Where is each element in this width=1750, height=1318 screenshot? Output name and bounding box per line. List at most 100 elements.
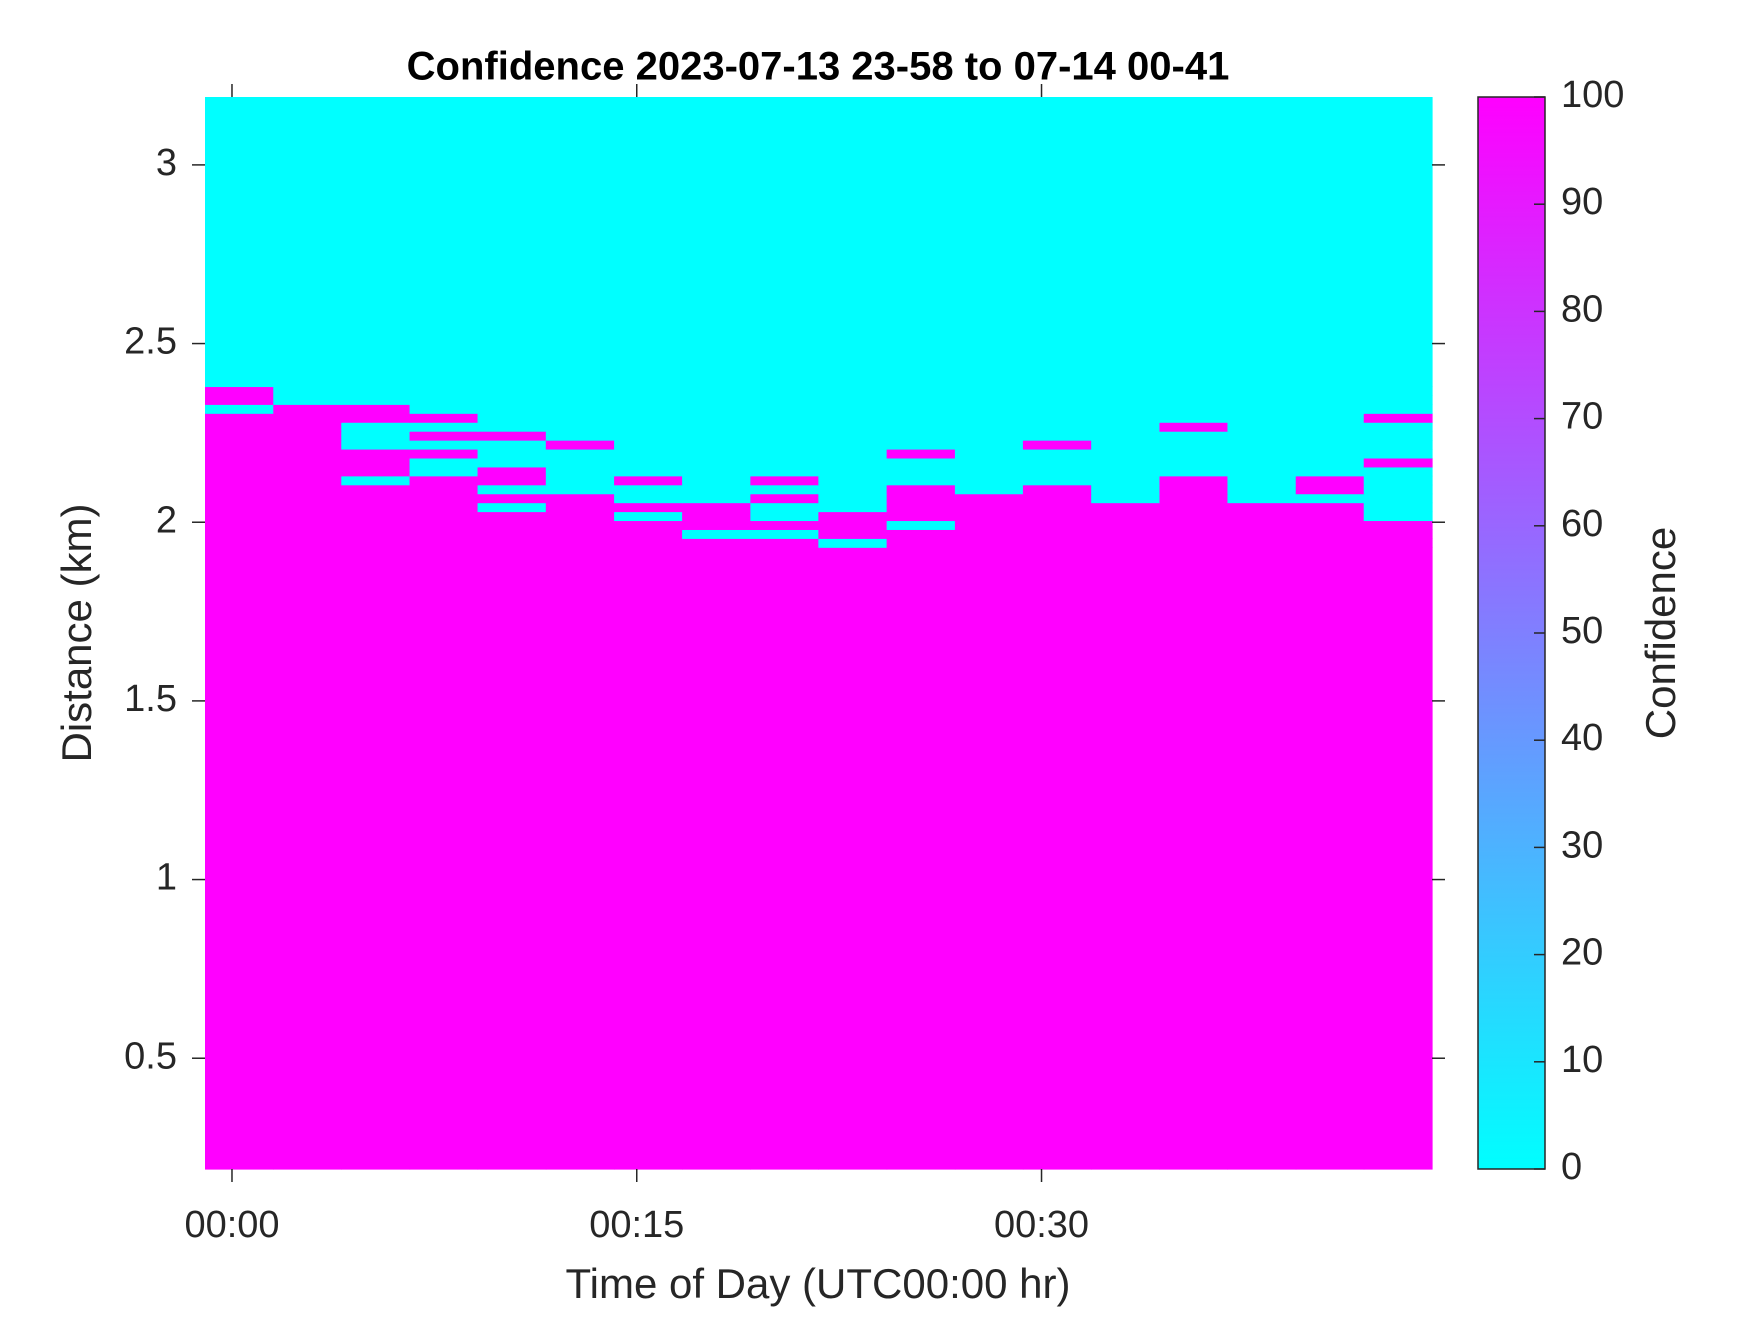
heatmap-cell [1227, 413, 1297, 423]
heatmap-cell [614, 466, 683, 477]
heatmap-cell [1091, 538, 1161, 548]
colorbar-tick-label: 100 [1561, 74, 1624, 116]
heatmap-cell [341, 493, 411, 504]
heatmap-cell [614, 493, 683, 504]
heatmap-cell [682, 457, 751, 468]
heatmap-cell [614, 395, 683, 405]
heatmap-cell [614, 97, 683, 388]
heatmap-cell [545, 97, 615, 388]
heatmap-cell [477, 502, 547, 513]
heatmap-cell [1227, 97, 1297, 388]
heatmap-cell [1295, 422, 1365, 432]
heatmap-cell [1091, 547, 1161, 1170]
heatmap-cell [1363, 538, 1433, 548]
heatmap-cell [341, 448, 411, 459]
heatmap-cell [954, 413, 1024, 423]
heatmap-cell [954, 520, 1024, 530]
heatmap-cell [273, 475, 342, 486]
heatmap-cell [1159, 511, 1229, 522]
heatmap-cell [545, 431, 615, 441]
heatmap-cell [409, 484, 479, 495]
heatmap-cell [1159, 395, 1229, 405]
heatmap-cell [886, 457, 956, 468]
heatmap-cell [1159, 529, 1229, 539]
heatmap-cell [1091, 413, 1161, 423]
heatmap-cell [750, 448, 819, 459]
heatmap-cell [409, 529, 479, 539]
heatmap-cell [1363, 448, 1433, 459]
heatmap-cell [545, 457, 615, 468]
heatmap-cell [818, 547, 888, 1170]
heatmap-cell [1022, 422, 1092, 432]
heatmap-cell [750, 511, 819, 522]
heatmap-cell [273, 386, 342, 396]
heatmap-cell [1363, 511, 1433, 522]
heatmap-cell [545, 538, 615, 548]
heatmap-cell [614, 502, 683, 513]
heatmap-cell [545, 395, 615, 405]
heatmap-cell [409, 493, 479, 504]
heatmap-cell [477, 386, 547, 396]
heatmap-cell [886, 422, 956, 432]
heatmap-cell [1159, 404, 1229, 414]
heatmap-cell [614, 404, 683, 414]
heatmap-cell [886, 97, 956, 388]
heatmap-cell [954, 511, 1024, 522]
heatmap-cell [954, 493, 1024, 504]
heatmap-cell [818, 413, 888, 423]
heatmap-cell [1363, 502, 1433, 513]
heatmap-cell [1227, 422, 1297, 432]
heatmap-cell [1227, 547, 1297, 1170]
heatmap-cell [1295, 448, 1365, 459]
heatmap-cell [1227, 448, 1297, 459]
heatmap-cell [682, 538, 751, 548]
heatmap-cell [205, 413, 274, 423]
heatmap-cell [1295, 431, 1365, 441]
y-tick-label: 0.5 [124, 1035, 177, 1077]
heatmap-cell [477, 457, 547, 468]
heatmap-cell [477, 448, 547, 459]
heatmap-cell [1227, 502, 1297, 513]
heatmap-cell [614, 386, 683, 396]
heatmap-cell [273, 538, 342, 548]
heatmap-cell [1227, 511, 1297, 522]
heatmap-cell [954, 431, 1024, 441]
heatmap-cell [1295, 547, 1365, 1170]
heatmap-cell [818, 466, 888, 477]
heatmap-cell [750, 404, 819, 414]
heatmap-cell [954, 404, 1024, 414]
heatmap-cell [818, 529, 888, 539]
heatmap-cell [1159, 422, 1229, 432]
heatmap-cell [341, 529, 411, 539]
heatmap-cell [409, 413, 479, 423]
heatmap-cell [1091, 395, 1161, 405]
heatmap-cell [273, 395, 342, 405]
heatmap-cell [886, 484, 956, 495]
heatmap-cell [341, 413, 411, 423]
heatmap-cell [341, 431, 411, 441]
heatmap-cell [1091, 493, 1161, 504]
heatmap-cell [205, 511, 274, 522]
heatmap-cell [954, 538, 1024, 548]
colorbar-tick-label: 50 [1561, 610, 1603, 652]
colorbar-tick-label: 30 [1561, 824, 1603, 866]
x-tick-label: 00:00 [184, 1204, 279, 1246]
heatmap-cell [545, 475, 615, 486]
heatmap-cell [477, 431, 547, 441]
heatmap-cell [1022, 413, 1092, 423]
heatmap-cell [886, 431, 956, 441]
y-tick-label: 1 [156, 857, 177, 899]
heatmap-cell [1363, 466, 1433, 477]
heatmap-cell [1022, 538, 1092, 548]
y-tick-label: 2.5 [124, 321, 177, 363]
colorbar [1477, 96, 1546, 1170]
heatmap-cell [273, 466, 342, 477]
heatmap-cell [1091, 404, 1161, 414]
heatmap-cell [545, 440, 615, 450]
heatmap-cell [273, 484, 342, 495]
heatmap-cell [477, 475, 547, 486]
heatmap-cell [1022, 431, 1092, 441]
heatmap-cell [1159, 413, 1229, 423]
heatmap-cell [409, 422, 479, 432]
heatmap-cell [818, 457, 888, 468]
